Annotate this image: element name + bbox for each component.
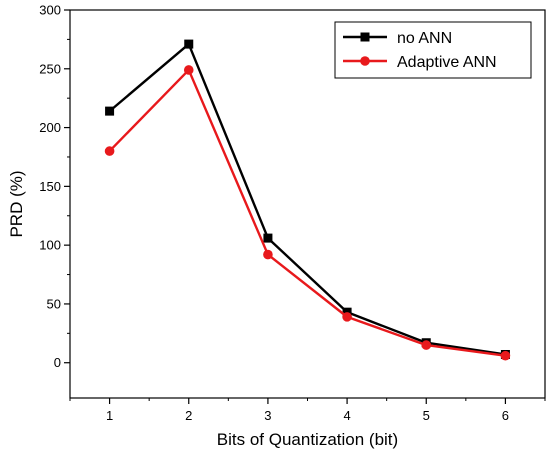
y-tick-label: 250 [39,61,61,76]
x-tick-label: 4 [343,408,350,423]
legend: no ANN Adaptive ANN [334,21,532,79]
data-point [421,340,432,350]
data-point [263,233,273,243]
data-point [105,106,115,116]
legend-item-2: Adaptive ANN [343,54,497,71]
legend-item-1: no ANN [343,30,452,47]
legend-marker [360,56,370,66]
x-axis-label: Bits of Quantization (bit) [217,430,398,449]
y-tick-label: 300 [39,3,61,18]
data-point [263,249,273,260]
data-point [500,350,511,361]
y-tick-label: 0 [54,355,61,370]
data-point [342,312,352,322]
axes: 0 50 100 150 200 250 300 1 2 3 4 5 6 [39,3,546,423]
y-tick-label: 200 [39,120,61,135]
data-point [104,146,115,156]
x-tick-label: 3 [264,408,271,423]
series-line [108,68,506,357]
series-2 [104,65,511,361]
x-tick-label: 1 [106,408,113,423]
legend-label: no ANN [397,30,452,47]
data-point [183,65,194,75]
y-tick-label: 100 [39,238,61,253]
x-tick-label: 6 [502,408,509,423]
series-line [108,42,506,356]
x-tick-label: 5 [423,408,430,423]
series-layer [104,39,511,361]
legend-label: Adaptive ANN [397,54,497,71]
series-1 [105,39,510,359]
data-point [184,39,194,49]
legend-box [334,21,532,79]
y-tick-label: 50 [47,296,61,311]
y-tick-label: 150 [39,179,61,194]
legend-marker [360,32,370,42]
y-axis-label: PRD (%) [7,170,26,237]
x-tick-label: 2 [185,408,192,423]
